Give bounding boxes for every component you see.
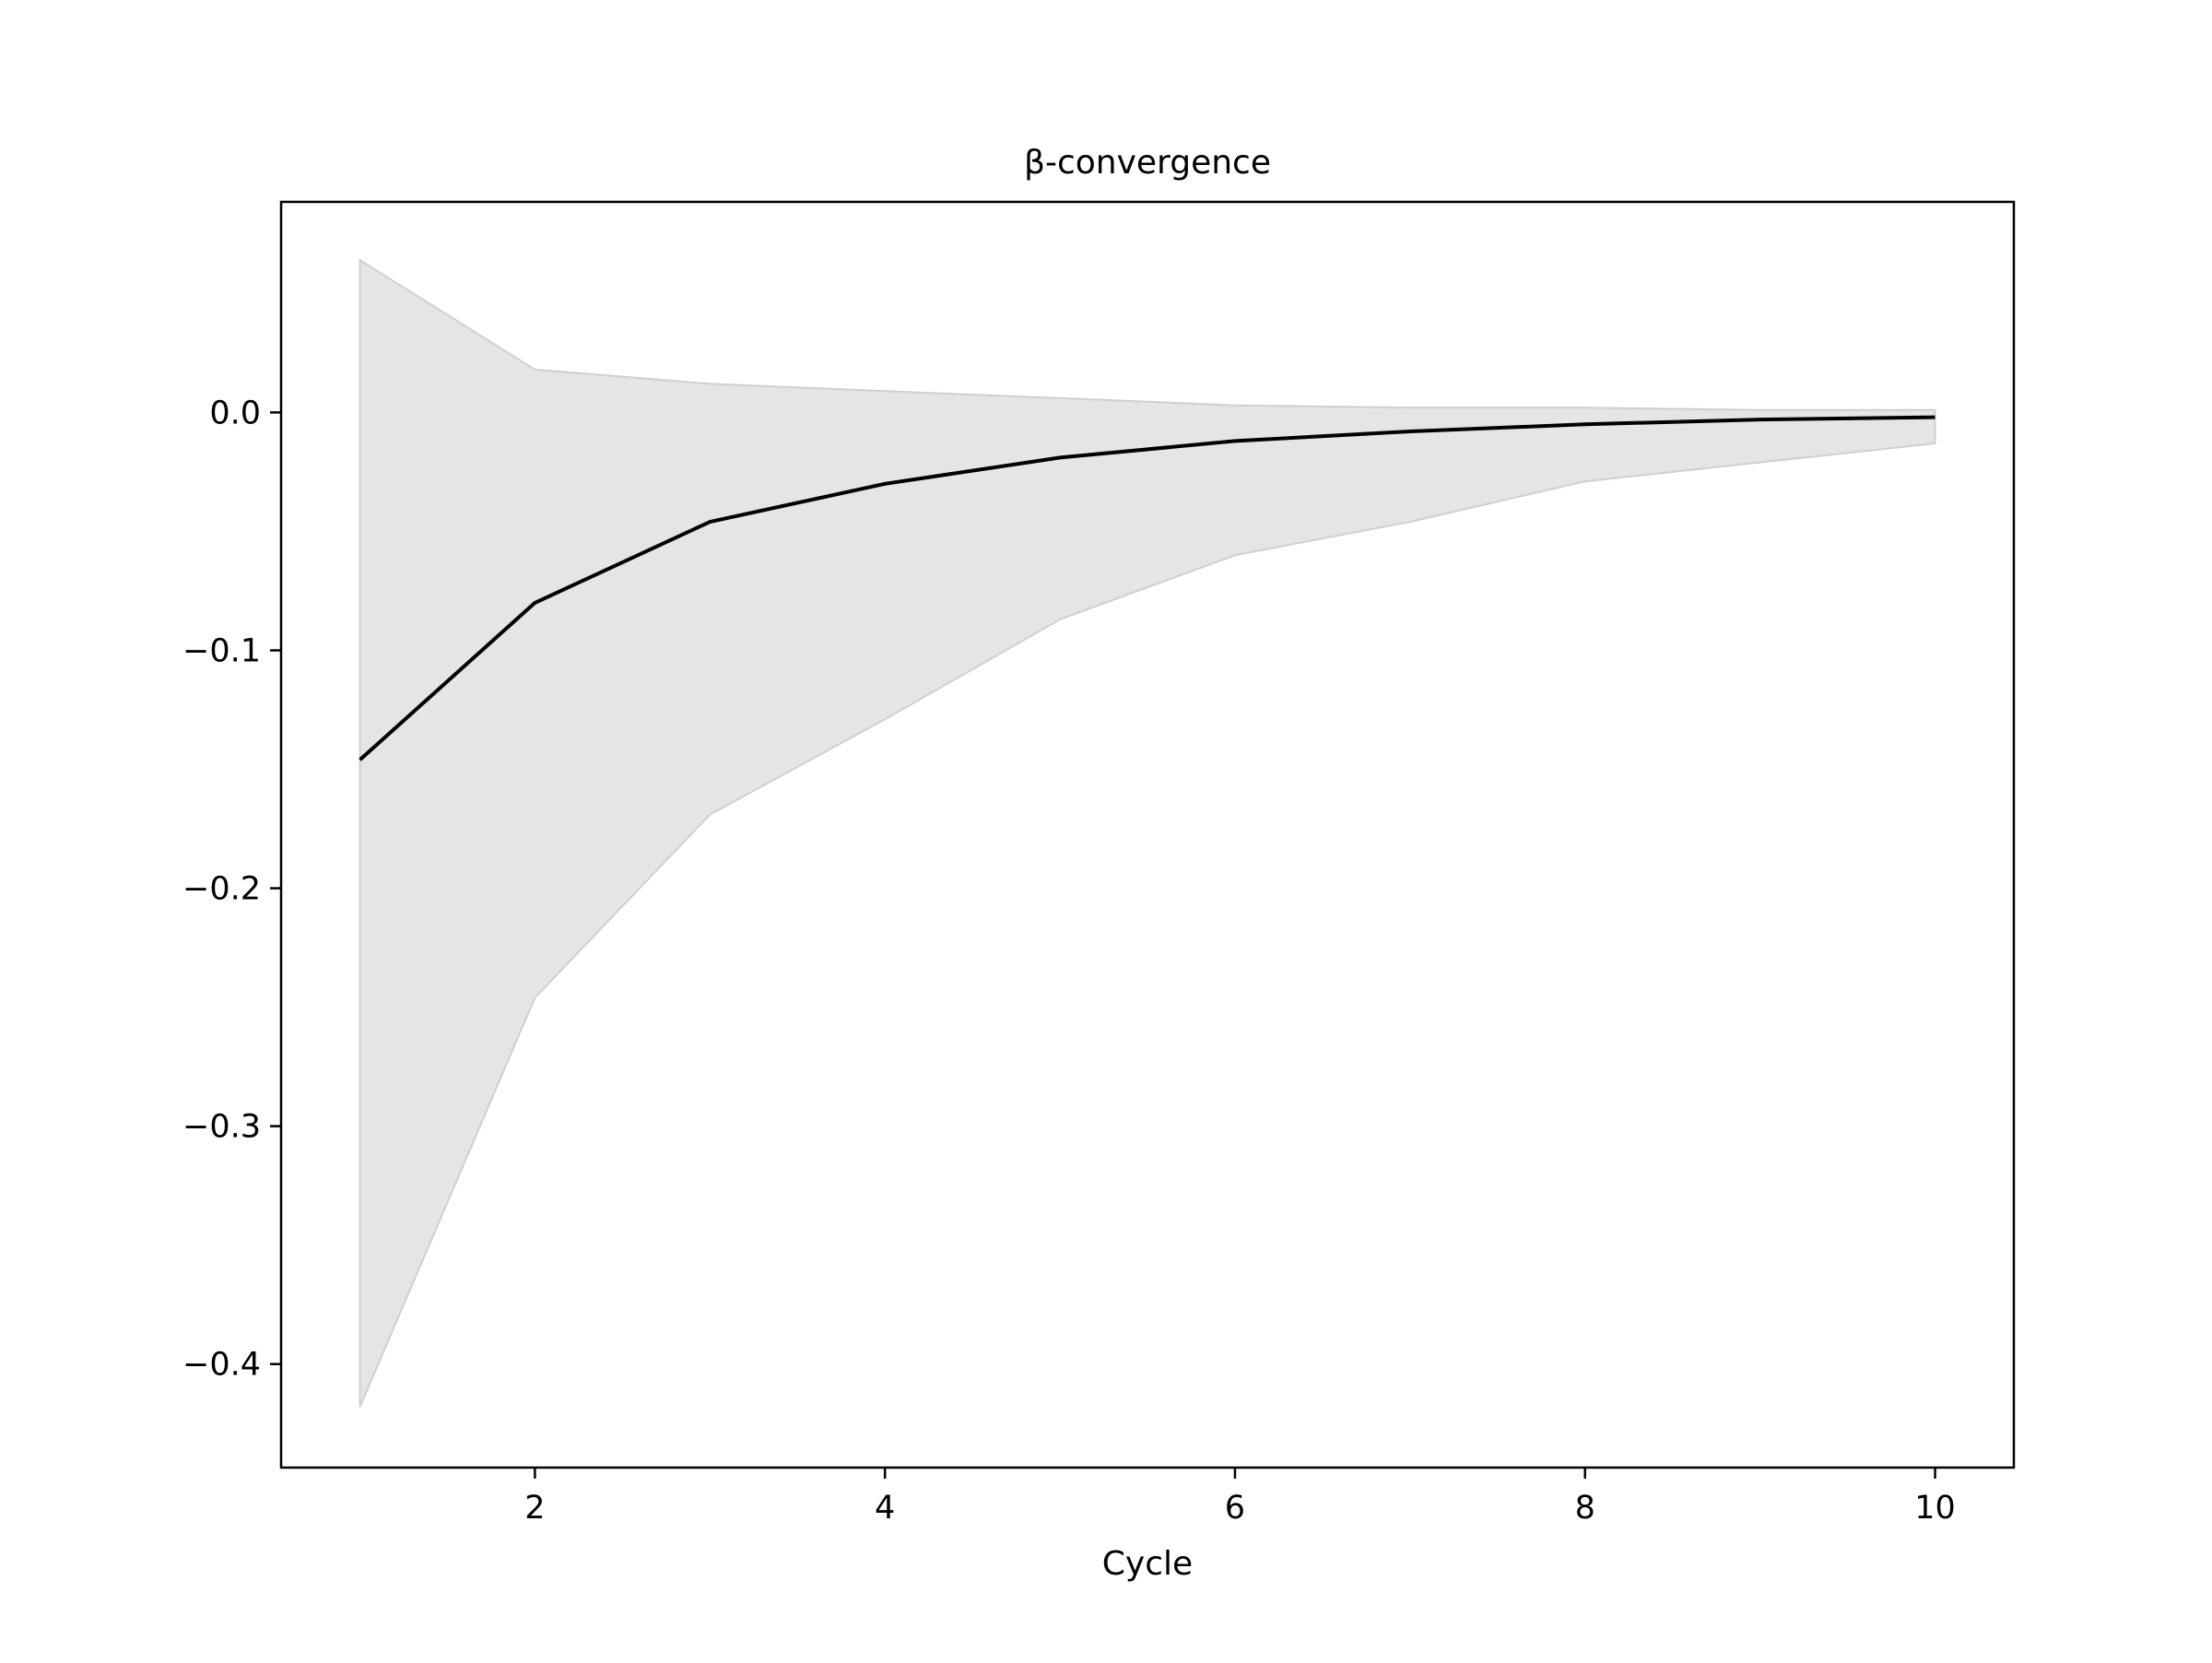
y-tick-label: −0.4	[182, 1347, 261, 1384]
y-tick-label: −0.3	[182, 1109, 261, 1146]
x-tick-label: 10	[1914, 1490, 1956, 1527]
x-tick-label: 8	[1575, 1490, 1595, 1527]
data-point	[359, 758, 362, 761]
y-tick-label: 0.0	[209, 395, 261, 431]
chart-title: β-convergence	[1024, 144, 1271, 182]
x-axis-label: Cycle	[1102, 1545, 1193, 1583]
y-tick-label: −0.2	[182, 871, 261, 908]
plot-area-frame	[279, 200, 2016, 1469]
data-point	[1058, 455, 1062, 459]
data-point	[1759, 418, 1762, 421]
data-point	[1583, 422, 1587, 426]
data-point	[533, 601, 536, 605]
data-point	[883, 482, 887, 486]
data-point	[1408, 430, 1412, 433]
data-point	[1934, 416, 1937, 419]
confidence-band	[359, 258, 1936, 1408]
x-tick-label: 6	[1225, 1490, 1245, 1527]
x-tick-label: 4	[875, 1490, 895, 1527]
y-tick-label: −0.1	[182, 632, 261, 669]
x-tick-label: 2	[524, 1490, 545, 1527]
series-line-0	[359, 415, 1936, 761]
data-point	[708, 520, 712, 524]
data-point	[1233, 439, 1237, 442]
